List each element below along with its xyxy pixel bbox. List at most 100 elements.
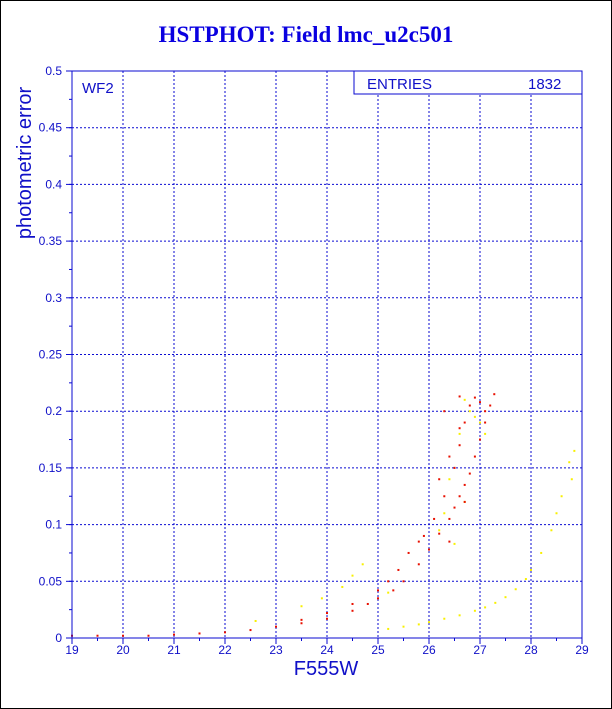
axis-ticks: 19 20 21 22 23 24 25 26 27 28 29 0 0.05 0.1 0.15 0.2 0.2…: [39, 64, 589, 657]
y-tick-label: 0.45: [39, 121, 63, 135]
data-point: [300, 618, 303, 621]
y-tick-label: 0.35: [39, 234, 63, 248]
data-point: [326, 617, 328, 620]
data-point: [387, 580, 390, 583]
data-point: [473, 396, 476, 399]
data-point: [438, 529, 441, 532]
chart-title: HSTPHOT: Field lmc_u2c501: [158, 22, 454, 47]
y-tick-label: 0.1: [45, 518, 62, 532]
data-point: [147, 634, 150, 637]
data-point: [555, 512, 558, 515]
data-point: [198, 632, 201, 635]
data-point: [524, 578, 527, 581]
data-point: [351, 602, 354, 605]
data-point: [473, 415, 476, 418]
data-point: [428, 621, 430, 624]
data-point: [397, 568, 400, 571]
data-point: [458, 395, 461, 398]
y-tick-label: 0.05: [39, 574, 63, 588]
data-point: [428, 548, 430, 551]
data-point: [463, 398, 466, 401]
data-point: [341, 585, 344, 588]
x-tick-label: 24: [320, 643, 334, 657]
data-point: [438, 478, 441, 481]
data-point: [254, 619, 257, 622]
data-point: [438, 532, 441, 535]
data-point: [453, 506, 456, 509]
x-tick-label: 25: [371, 643, 385, 657]
data-point: [387, 627, 390, 630]
data-point: [514, 588, 517, 591]
data-point: [173, 633, 175, 636]
data-point: [275, 625, 277, 628]
y-tick-label: 0.15: [39, 461, 63, 475]
data-point: [540, 551, 543, 554]
data-point: [484, 606, 487, 609]
data-point: [443, 495, 446, 498]
data-point: [122, 634, 124, 637]
data-point: [458, 495, 461, 498]
data-point: [402, 625, 405, 628]
stats-box-label: ENTRIES: [367, 76, 432, 93]
data-point: [417, 563, 420, 566]
data-point: [351, 574, 354, 577]
data-point: [361, 563, 364, 566]
data-point: [417, 540, 420, 543]
data-point: [443, 617, 446, 620]
data-point: [484, 421, 487, 424]
data-point: [387, 591, 390, 594]
y-tick-label: 0.25: [39, 348, 63, 362]
data-point: [249, 629, 252, 632]
data-point: [473, 455, 476, 458]
data-point: [417, 623, 420, 626]
data-point: [443, 512, 446, 515]
x-tick-label: 27: [473, 643, 487, 657]
data-point: [479, 438, 481, 441]
data-point: [366, 602, 369, 605]
data-point: [300, 605, 303, 608]
x-tick-label: 29: [575, 643, 589, 657]
data-point: [448, 540, 451, 543]
x-tick-label: 19: [65, 643, 79, 657]
data-point: [377, 597, 379, 600]
panel-label: WF2: [82, 80, 114, 97]
data-point: [458, 614, 461, 617]
data-point: [494, 601, 497, 604]
data-point: [326, 612, 328, 615]
scatter-points: [71, 393, 576, 637]
data-point: [392, 589, 395, 592]
data-point: [493, 393, 496, 396]
data-point: [458, 427, 461, 430]
data-point: [453, 466, 456, 469]
data-point: [479, 401, 481, 404]
data-point: [479, 421, 481, 424]
data-point: [407, 551, 410, 554]
data-point: [468, 472, 471, 475]
data-point: [224, 631, 226, 634]
y-tick-label: 0.3: [45, 291, 62, 305]
data-point: [448, 478, 451, 481]
stats-box-value: 1832: [528, 76, 561, 93]
x-tick-label: 21: [167, 643, 181, 657]
data-point: [448, 517, 451, 520]
data-point: [484, 410, 487, 413]
y-tick-label: 0: [55, 631, 62, 645]
data-point: [96, 634, 99, 637]
x-tick-label: 28: [524, 643, 538, 657]
data-point: [463, 500, 466, 503]
data-point: [443, 410, 446, 413]
data-point: [433, 517, 436, 520]
data-point: [351, 609, 354, 612]
stats-box-frame: [353, 70, 583, 95]
data-point: [504, 596, 507, 599]
grid: [72, 71, 582, 638]
y-tick-label: 0.4: [45, 177, 62, 191]
y-tick-label: 0.5: [45, 64, 62, 78]
data-point: [300, 622, 303, 625]
data-point: [468, 404, 471, 407]
data-point: [402, 580, 405, 583]
y-axis-label: photometric error: [14, 87, 36, 240]
x-tick-label: 23: [269, 643, 283, 657]
x-tick-label: 22: [218, 643, 232, 657]
